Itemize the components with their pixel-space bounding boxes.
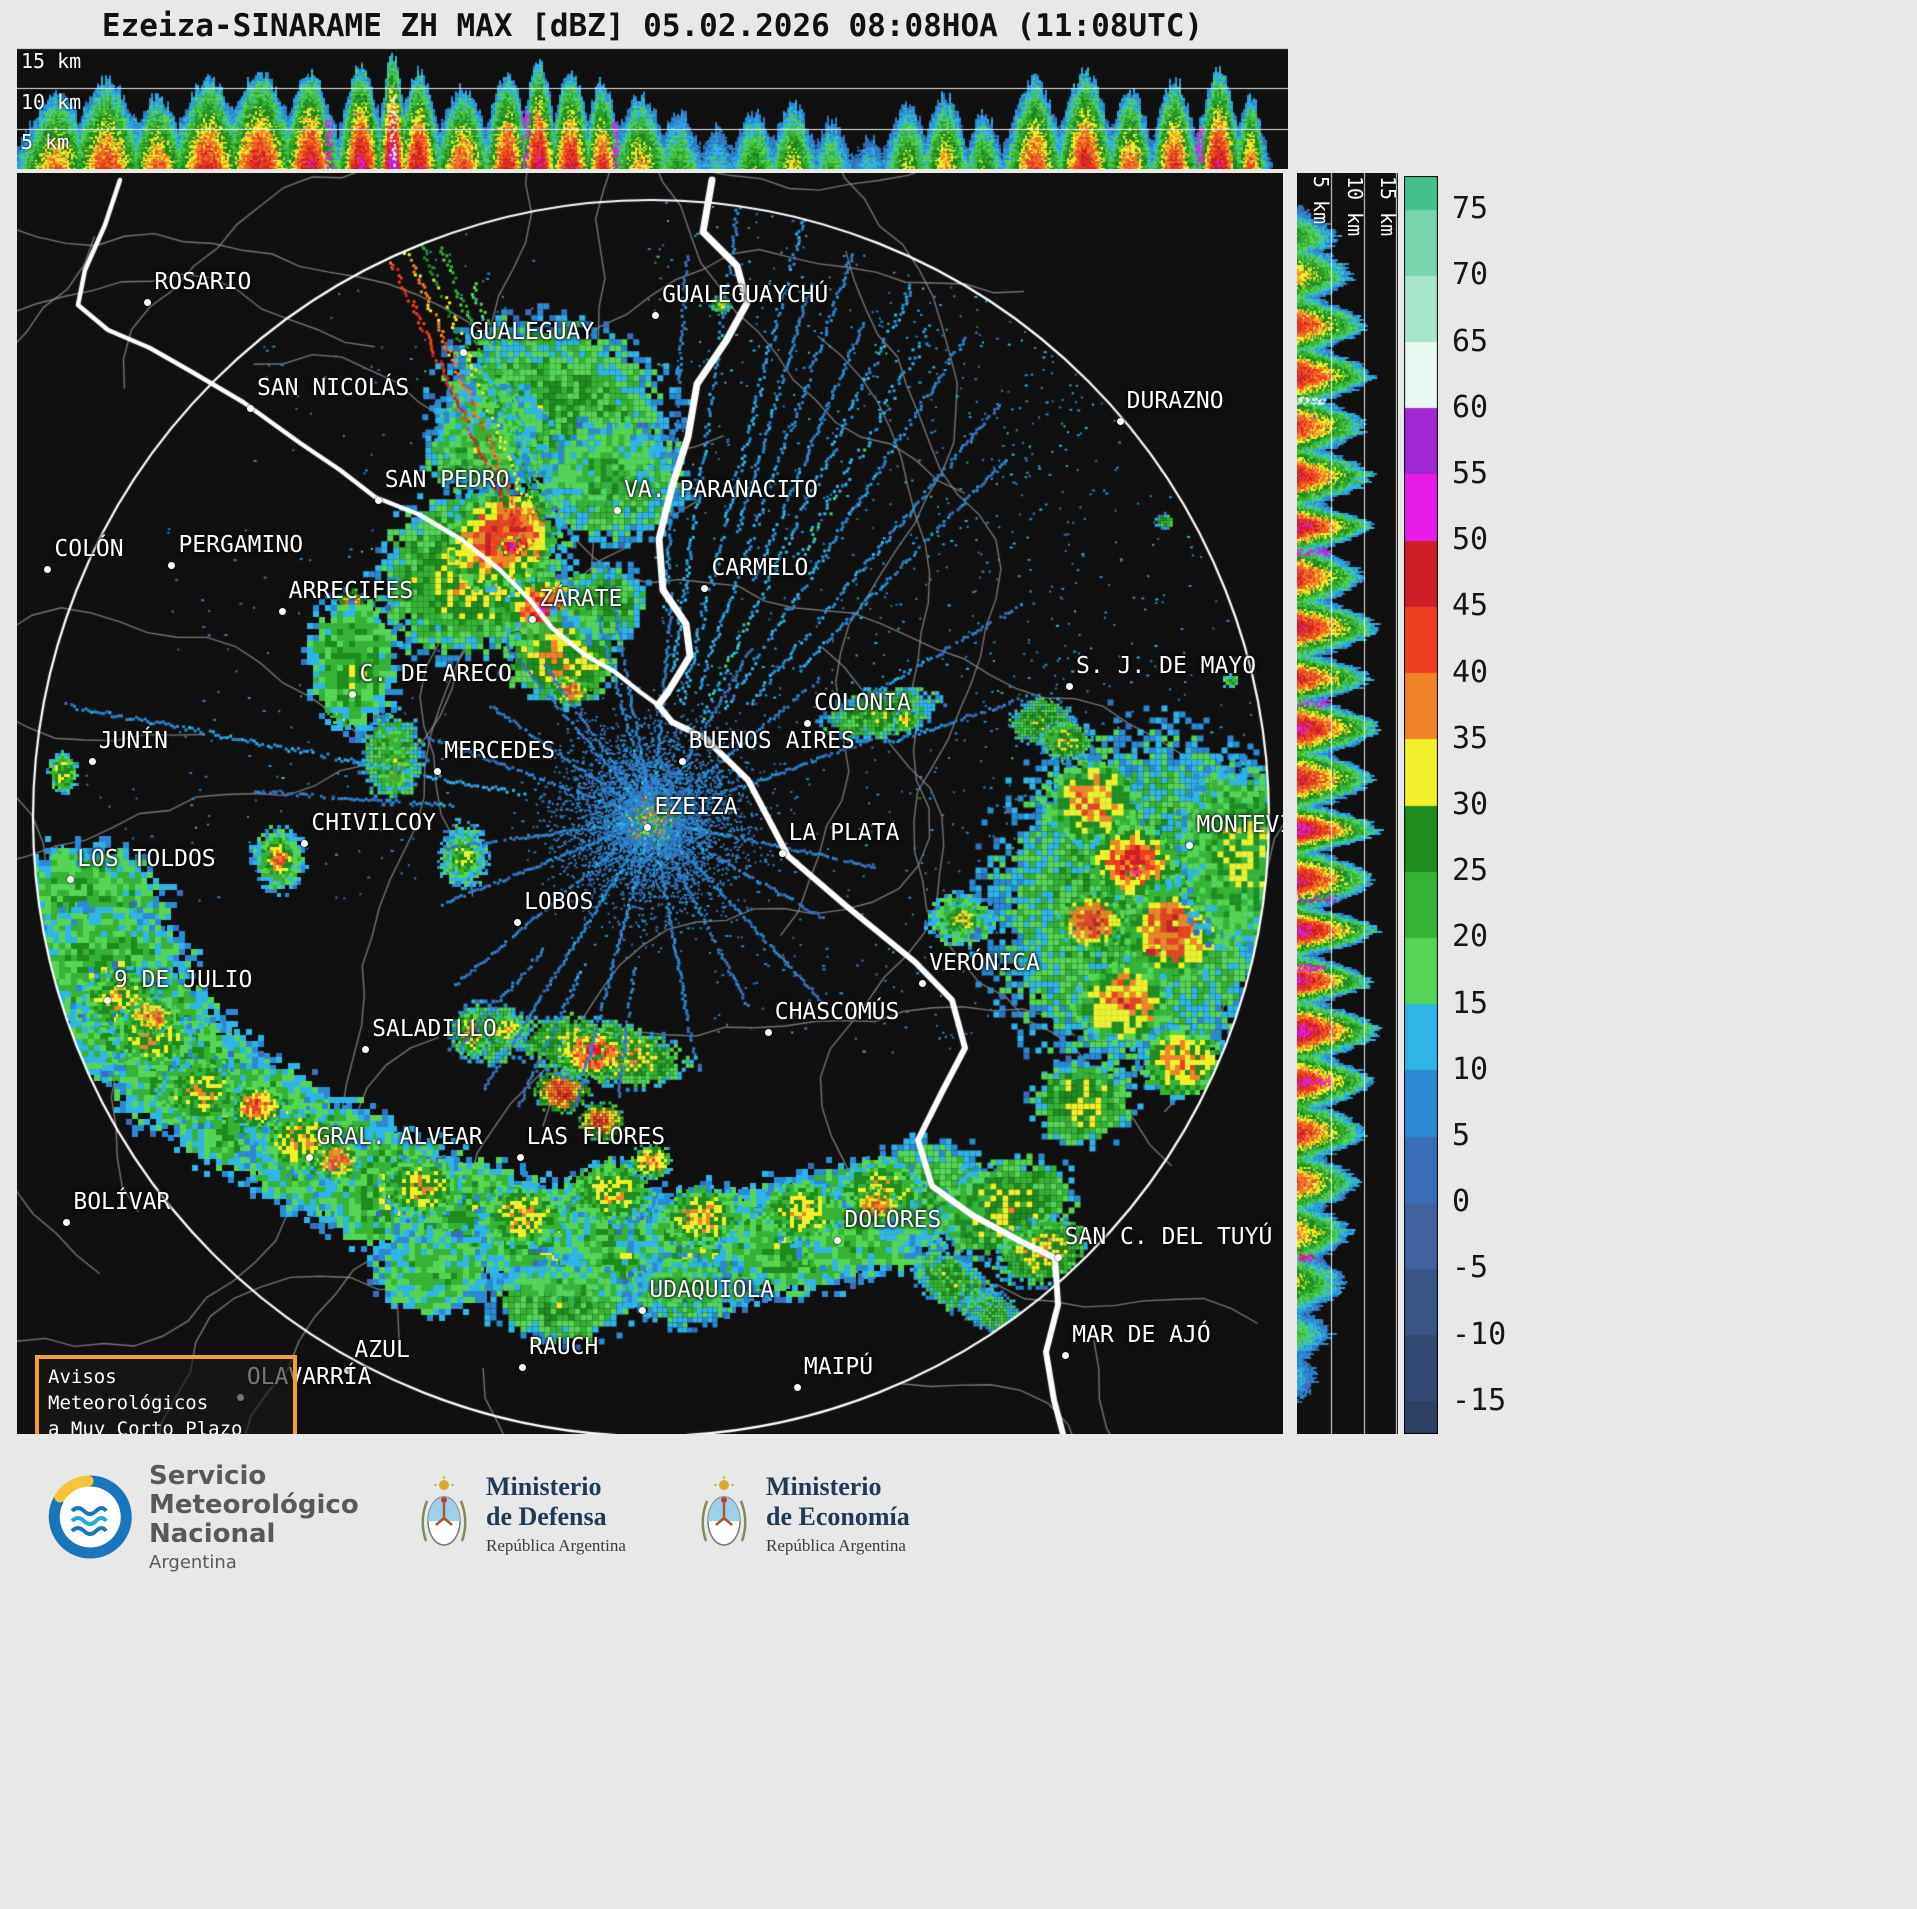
colorbar-tick: -15 (1452, 1382, 1507, 1418)
ministry-economia-name: Ministerio de Economía República Argenti… (766, 1472, 910, 1556)
height-label-5km: 5 km (21, 130, 70, 154)
smn-logo (48, 1475, 132, 1559)
colorbar-tick: 40 (1452, 654, 1489, 690)
ministry-defensa-branding: Ministerio de Defensa República Argentin… (418, 1472, 626, 1556)
colorbar-tick: 45 (1452, 588, 1489, 624)
colorbar-tick: 25 (1452, 853, 1489, 889)
smn-name-line: Servicio (149, 1461, 267, 1491)
ministry-economia-branding: Ministerio de Economía República Argenti… (698, 1472, 910, 1556)
colorbar-tick: 35 (1452, 720, 1489, 756)
ministry-name-line: Ministerio (766, 1472, 882, 1501)
top-profile-panel: 15 km 10 km 5 km (17, 48, 1288, 169)
colorbar-tick: 75 (1452, 191, 1489, 227)
warning-line-1: Avisos Meteorológicos (48, 1366, 209, 1414)
warning-box[interactable]: Avisos Meteorológicos a Muy Corto Plazo (35, 1355, 297, 1434)
height-label-15km: 15 km (1376, 176, 1400, 237)
colorbar-gradient (1404, 176, 1438, 1434)
warning-line-2: a Muy Corto Plazo (48, 1418, 243, 1434)
argentina-coat-of-arms-icon (701, 1476, 747, 1546)
colorbar-tick: 55 (1452, 455, 1489, 491)
right-profile-panel: 5 km 10 km 15 km (1297, 173, 1400, 1434)
colorbar-tick: 50 (1452, 522, 1489, 558)
ministry-defensa-name: Ministerio de Defensa República Argentin… (486, 1472, 626, 1556)
colorbar-tick: 70 (1452, 257, 1489, 293)
ministry-name-line: de Defensa (486, 1502, 607, 1531)
footer: Servicio Meteorológico Nacional Argentin… (0, 1448, 1917, 1909)
height-label-10km: 10 km (21, 90, 82, 114)
ministry-name-line: Ministerio (486, 1472, 602, 1501)
top-profile-canvas (17, 48, 1288, 169)
smn-country: Argentina (149, 1552, 237, 1573)
colorbar-tick: 0 (1452, 1184, 1471, 1220)
colorbar-tick: 65 (1452, 323, 1489, 359)
colorbar-tick: 20 (1452, 919, 1489, 955)
height-label-10km: 10 km (1343, 176, 1367, 237)
colorbar-tick: 30 (1452, 787, 1489, 822)
colorbar-tick: 60 (1452, 389, 1489, 425)
height-label-5km: 5 km (1309, 176, 1333, 225)
smn-branding: Servicio Meteorológico Nacional Argentin… (48, 1462, 359, 1573)
ministry-name-line: de Economía (766, 1502, 910, 1531)
smn-name-line: Meteorológico (149, 1490, 359, 1520)
colorbar: 75 70 65 60 55 50 45 40 35 30 25 20 15 10 5 0 -5 -10 -15 (1404, 176, 1554, 1434)
page-title: Ezeiza-SINARAME ZH MAX [dBZ] 05.02.2026 … (101, 8, 1204, 44)
right-profile-canvas (1297, 173, 1398, 1434)
colorbar-tick: 10 (1452, 1051, 1489, 1087)
height-label-15km: 15 km (21, 49, 82, 73)
radar-map-canvas (17, 173, 1283, 1434)
argentina-coat-of-arms-icon (421, 1476, 467, 1546)
smn-name-line: Nacional (149, 1519, 276, 1549)
ministry-subtitle: República Argentina (766, 1536, 906, 1555)
colorbar-tick: -5 (1452, 1250, 1489, 1286)
colorbar-tick: -10 (1452, 1316, 1507, 1352)
ministry-subtitle: República Argentina (486, 1536, 626, 1555)
colorbar-tick: 15 (1452, 985, 1489, 1021)
smn-name: Servicio Meteorológico Nacional Argentin… (149, 1461, 359, 1574)
radar-map-panel: ROSARIO GUALEGUAYCHÚ GUALEGUAY SAN NICOLÁS D… (17, 173, 1283, 1434)
colorbar-tick: 5 (1452, 1118, 1471, 1154)
